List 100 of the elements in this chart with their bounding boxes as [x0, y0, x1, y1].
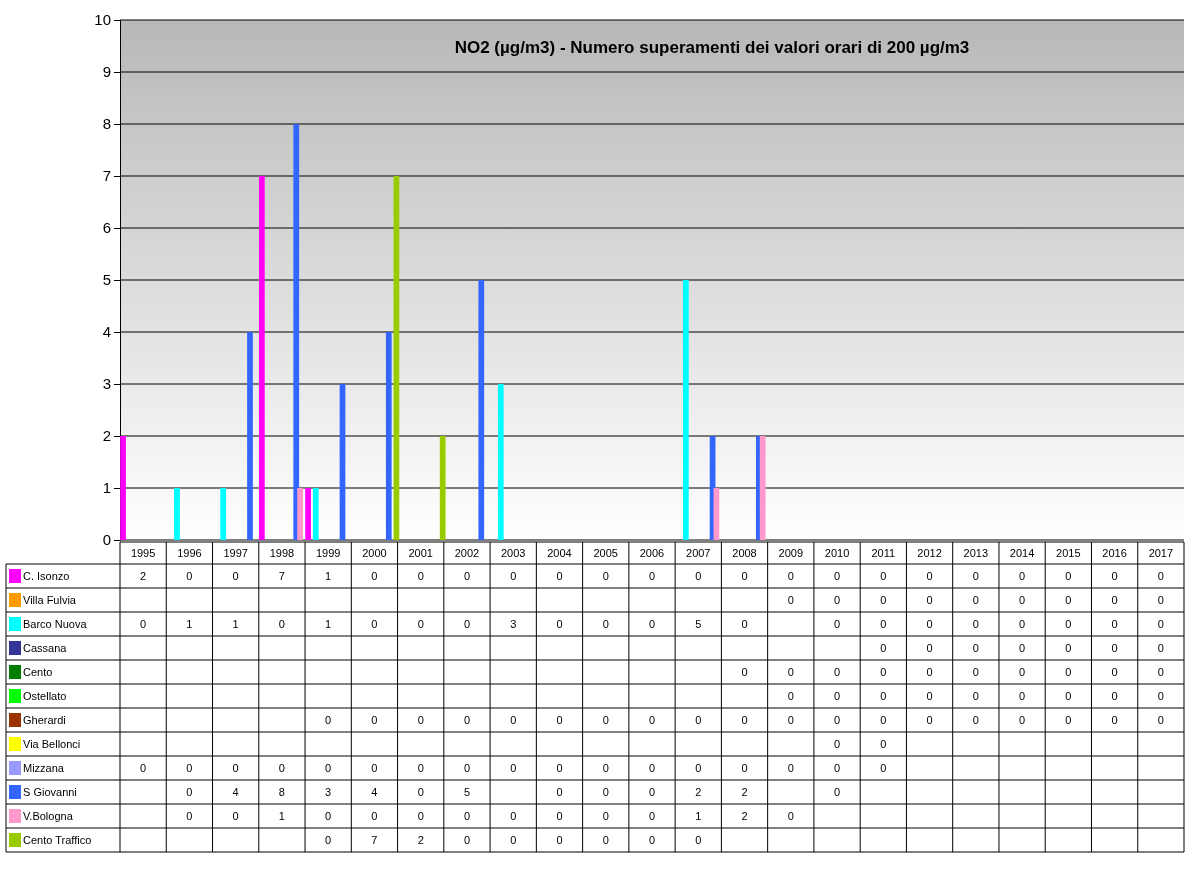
data-label: 4 [232, 786, 239, 798]
data-label: 0 [186, 810, 193, 822]
x-tick-label: 2015 [1056, 547, 1081, 559]
x-tick-label: 1998 [269, 547, 295, 559]
data-label: 2 [140, 570, 147, 582]
data-label: 0 [787, 810, 794, 822]
x-tick-label: 2009 [778, 547, 804, 559]
y-tick-label: 7 [102, 167, 111, 185]
data-label: 0 [371, 570, 378, 582]
x-tick-label: 2008 [732, 547, 757, 559]
legend-label: Cento Traffico [23, 834, 92, 846]
data-label: 0 [648, 786, 656, 798]
data-label: 0 [232, 762, 239, 774]
data-label: 4 [371, 786, 378, 798]
data-label: 0 [463, 762, 471, 774]
data-label: 0 [278, 618, 285, 630]
data-label: 0 [787, 666, 794, 678]
bar [258, 176, 265, 540]
data-label: 0 [972, 666, 979, 678]
data-label: 0 [371, 714, 378, 726]
data-label: 0 [556, 762, 563, 774]
data-label: 1 [232, 618, 239, 630]
data-label: 0 [926, 594, 933, 606]
data-label: 2 [417, 834, 424, 846]
data-label: 0 [695, 570, 702, 582]
data-label: 0 [926, 618, 933, 630]
data-label: 0 [880, 690, 887, 702]
x-tick-label: 1997 [223, 547, 248, 559]
data-label: 0 [1019, 690, 1026, 702]
data-label: 0 [648, 714, 656, 726]
data-label: 0 [556, 714, 563, 726]
data-label: 1 [695, 810, 702, 822]
x-tick-label: 2000 [362, 547, 387, 559]
data-label: 0 [741, 618, 748, 630]
data-label: 0 [972, 570, 979, 582]
data-label: 0 [648, 762, 656, 774]
data-label: 0 [833, 666, 841, 678]
legend-label: Gherardi [23, 714, 66, 726]
x-tick-label: 2013 [963, 547, 989, 559]
data-label: 0 [787, 762, 794, 774]
data-label: 0 [463, 618, 471, 630]
x-tick-label: 1996 [177, 547, 202, 559]
data-label: 0 [972, 642, 979, 654]
x-tick-label: 2010 [824, 547, 850, 559]
data-label: 0 [1111, 714, 1118, 726]
data-label: 0 [926, 666, 933, 678]
data-label: 0 [1157, 714, 1164, 726]
legend-label: Cento [23, 666, 53, 678]
bar [247, 332, 253, 540]
data-label: 0 [417, 762, 424, 774]
data-label: 0 [695, 762, 702, 774]
data-label: 0 [232, 810, 239, 822]
data-label: 0 [140, 618, 147, 630]
data-label: 2 [741, 786, 748, 798]
data-label: 0 [510, 810, 517, 822]
data-label: 0 [602, 570, 609, 582]
data-label: 0 [602, 714, 609, 726]
bar [759, 436, 766, 540]
data-label: 0 [463, 834, 471, 846]
data-label: 0 [648, 834, 656, 846]
data-label: 0 [417, 570, 424, 582]
data-label: 0 [880, 714, 887, 726]
data-label: 5 [695, 618, 702, 630]
data-label: 0 [880, 762, 887, 774]
data-label: 0 [325, 714, 332, 726]
data-label: 0 [1019, 618, 1026, 630]
data-label: 0 [1157, 594, 1164, 606]
x-tick-label: 2003 [500, 547, 526, 559]
data-label: 0 [833, 714, 841, 726]
x-tick-label: 2016 [1102, 547, 1127, 559]
data-label: 0 [1157, 570, 1164, 582]
bar [220, 488, 227, 540]
data-label: 0 [556, 810, 563, 822]
data-label: 0 [648, 570, 656, 582]
legend-label: S Giovanni [23, 786, 77, 798]
data-label: 0 [602, 618, 609, 630]
x-tick-label: 2002 [454, 547, 480, 559]
data-label: 0 [1065, 642, 1072, 654]
data-label: 0 [510, 714, 517, 726]
data-label: 0 [695, 714, 702, 726]
data-label: 2 [741, 810, 748, 822]
data-label: 0 [833, 738, 841, 750]
data-label: 0 [787, 594, 794, 606]
legend-label: Cassana [23, 642, 68, 654]
data-label: 0 [880, 618, 887, 630]
data-label: 0 [648, 810, 656, 822]
y-tick-label: 5 [102, 271, 111, 289]
data-label: 0 [741, 666, 748, 678]
bar [497, 384, 504, 540]
data-label: 0 [880, 642, 887, 654]
data-label: 0 [556, 834, 563, 846]
data-label: 0 [556, 618, 563, 630]
data-label: 1 [278, 810, 285, 822]
y-tick-label: 3 [102, 375, 111, 393]
data-label: 0 [1019, 594, 1026, 606]
data-label: 0 [1157, 690, 1164, 702]
data-label: 0 [926, 570, 933, 582]
data-label: 0 [972, 594, 979, 606]
legend-label: C. Isonzo [23, 570, 70, 582]
data-label: 0 [833, 762, 841, 774]
